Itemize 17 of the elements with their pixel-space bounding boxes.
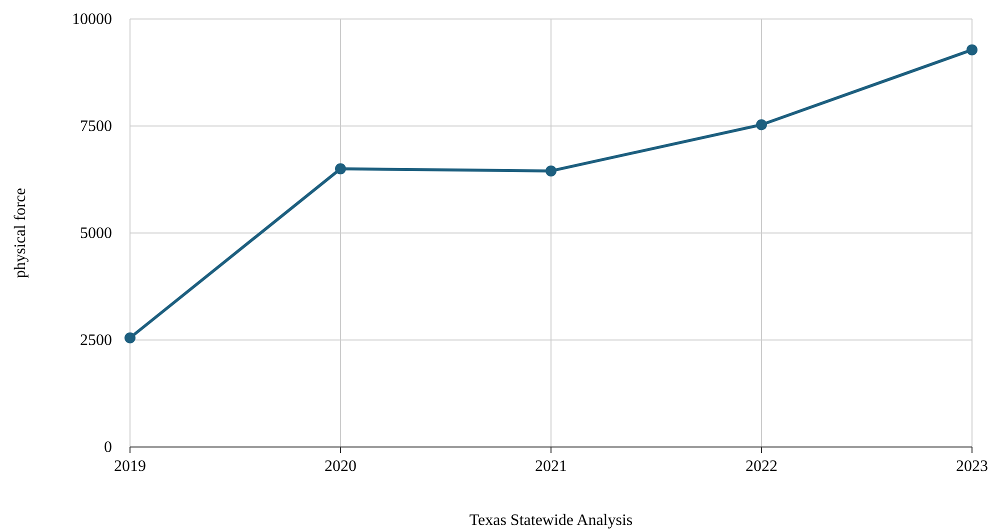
y-tick-label: 0 <box>104 439 112 456</box>
point <box>756 119 767 130</box>
point <box>124 332 136 344</box>
x-axis-title: Texas Statewide Analysis <box>469 512 633 529</box>
y-tick-label: 10000 <box>72 11 112 28</box>
y-tick-label: 7500 <box>80 118 112 135</box>
y-axis-title: physical force <box>12 188 29 278</box>
x-tick-label: 2021 <box>535 458 567 475</box>
point <box>546 165 556 176</box>
x-tick-label: 2020 <box>324 458 356 475</box>
x-tick-label: 2022 <box>746 458 778 475</box>
point <box>335 163 346 174</box>
x-tick-label: 2019 <box>114 458 146 475</box>
point <box>966 44 978 56</box>
x-tick-label: 2023 <box>956 458 988 475</box>
y-tick-label: 2500 <box>80 332 112 349</box>
y-tick-label: 5000 <box>80 225 112 242</box>
